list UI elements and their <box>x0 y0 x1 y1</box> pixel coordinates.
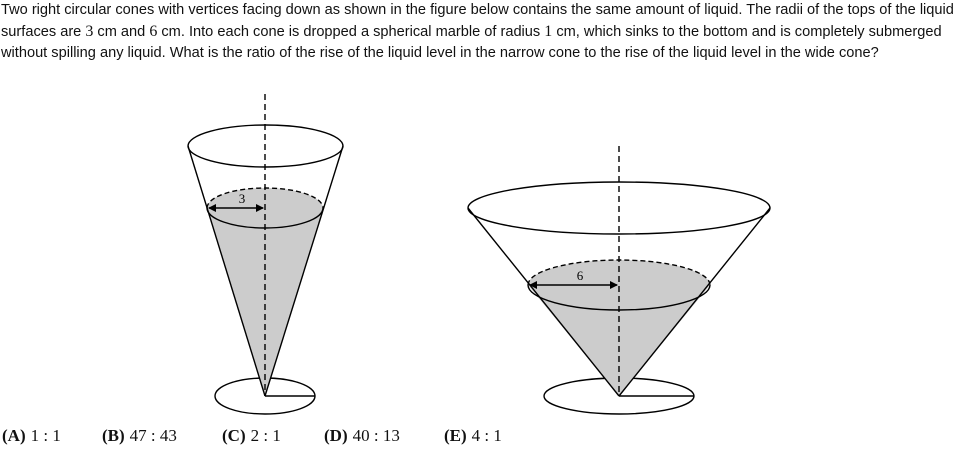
choice-b[interactable]: (B) 47 : 43 <box>102 426 177 446</box>
choice-e-letter: (E) <box>444 426 467 445</box>
problem-math-6: 6 <box>149 23 158 40</box>
choice-a[interactable]: (A) 1 : 1 <box>2 426 61 446</box>
narrow-cone-radius-label: 3 <box>239 191 246 206</box>
choice-e[interactable]: (E) 4 : 1 <box>444 426 502 446</box>
choice-d[interactable]: (D) 40 : 13 <box>324 426 400 446</box>
narrow-cone-left-side <box>187 145 266 397</box>
narrow-cone-right-side <box>264 145 344 397</box>
problem-text-3: cm. Into each cone is dropped a spherica… <box>157 24 545 40</box>
answer-choices: (A) 1 : 1 (B) 47 : 43 (C) 2 : 1 (D) 40 : 13 … <box>0 426 958 450</box>
choice-e-value: 4 : 1 <box>471 426 502 445</box>
choice-b-value: 47 : 43 <box>129 426 177 445</box>
wide-cone-right-side <box>618 207 771 397</box>
problem-math-1: 1 <box>544 23 553 40</box>
choice-c[interactable]: (C) 2 : 1 <box>222 426 281 446</box>
problem-statement: Two right circular cones with vertices f… <box>1 0 956 64</box>
choice-d-letter: (D) <box>324 426 348 445</box>
problem-math-3: 3 <box>85 23 94 40</box>
wide-cone: 6 <box>467 146 771 415</box>
wide-cone-left-side <box>467 207 620 397</box>
choice-a-value: 1 : 1 <box>30 426 61 445</box>
choice-b-letter: (B) <box>102 426 125 445</box>
narrow-cone-liquid <box>207 188 323 396</box>
wide-cone-radius-label: 6 <box>577 268 584 283</box>
choice-c-letter: (C) <box>222 426 246 445</box>
narrow-cone: 3 <box>187 94 344 415</box>
problem-text-4: cm, which sinks to the bottom and is com… <box>1 24 942 61</box>
choice-c-value: 2 : 1 <box>250 426 281 445</box>
choice-d-value: 40 : 13 <box>352 426 400 445</box>
problem-text-1: Two right circular cones with vertices f… <box>1 2 954 40</box>
choice-a-letter: (A) <box>2 426 26 445</box>
problem-text-2: cm and <box>93 24 150 40</box>
